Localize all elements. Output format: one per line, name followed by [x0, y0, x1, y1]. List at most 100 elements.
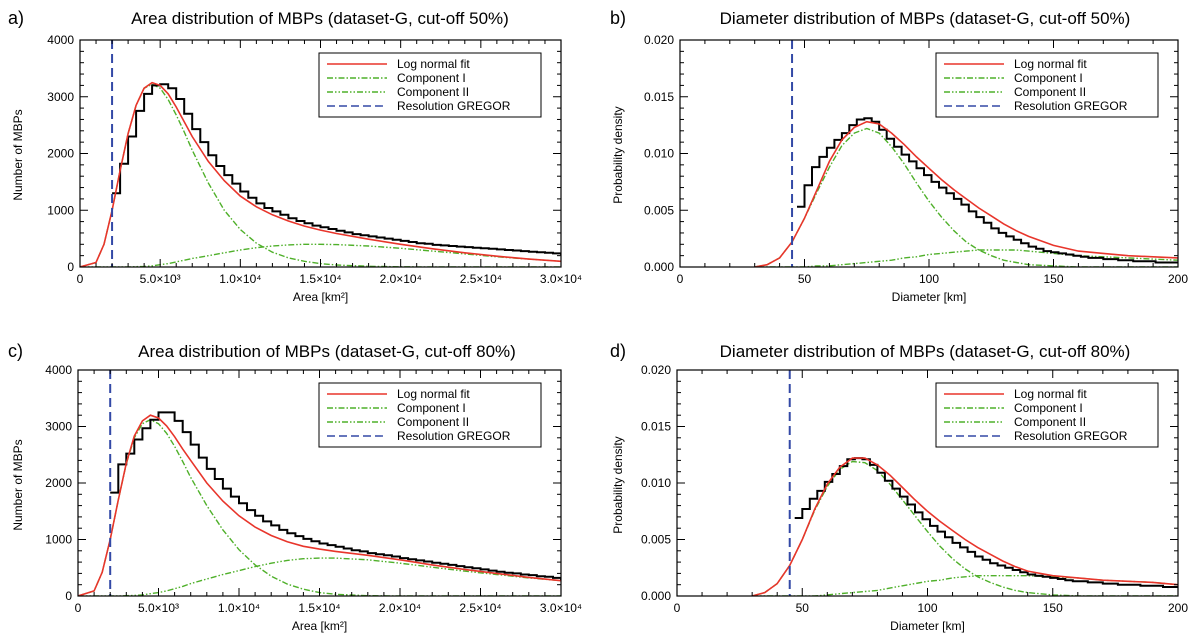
- panel-letter: a): [8, 8, 24, 28]
- plot-area: [80, 40, 561, 267]
- legend-label: Log normal fit: [1014, 387, 1087, 401]
- x-tick-label: 1.0×10⁴: [218, 601, 260, 615]
- y-tick-label: 4000: [47, 33, 74, 47]
- log-normal-fit-curve: [751, 457, 1178, 596]
- legend-resolution-gregor: Resolution GREGOR: [944, 99, 1128, 113]
- x-tick-label: 2.0×10⁴: [379, 601, 421, 615]
- log-normal-fit-curve: [80, 81, 561, 267]
- legend-label: Resolution GREGOR: [397, 99, 511, 113]
- y-tick-label: 0.020: [644, 33, 674, 47]
- legend-component-1: Component I: [944, 71, 1083, 85]
- x-tick-label: 200: [1168, 272, 1188, 286]
- y-tick-label: 0.020: [641, 363, 671, 377]
- legend-log-normal-fit: Log normal fit: [327, 387, 470, 401]
- legend-resolution-gregor: Resolution GREGOR: [327, 99, 511, 113]
- y-tick-label: 0.000: [644, 260, 674, 274]
- y-axis-label: Probability density: [611, 436, 625, 533]
- x-tick-label: 150: [1043, 601, 1063, 615]
- legend-label: Resolution GREGOR: [397, 429, 511, 443]
- component-1-curve: [751, 460, 1178, 596]
- legend-component-2: Component II: [944, 415, 1086, 429]
- x-tick-label: 1.0×10⁴: [219, 272, 261, 286]
- legend-component-1: Component I: [327, 401, 466, 415]
- y-tick-label: 3000: [45, 420, 72, 434]
- component-2-curve: [752, 575, 1178, 596]
- x-tick-label: 50: [796, 601, 810, 615]
- y-tick-label: 0: [65, 589, 72, 603]
- panel-b: b) Diameter distribution of MBPs (dataset…: [610, 8, 1188, 304]
- legend-label: Log normal fit: [397, 57, 470, 71]
- plot-area: [78, 370, 561, 596]
- y-tick-label: 0: [67, 260, 74, 274]
- x-tick-label: 200: [1168, 601, 1188, 615]
- panel-letter: d): [610, 341, 626, 361]
- x-axis-label: Area [km²]: [292, 619, 347, 633]
- histogram: [797, 117, 1178, 264]
- y-tick-label: 2000: [47, 147, 74, 161]
- legend-resolution-gregor: Resolution GREGOR: [944, 429, 1128, 443]
- chart-title: Diameter distribution of MBPs (dataset-G…: [720, 9, 1131, 28]
- chart-title: Diameter distribution of MBPs (dataset-G…: [720, 342, 1131, 361]
- legend-log-normal-fit: Log normal fit: [327, 57, 470, 71]
- x-tick-label: 5.0×10³: [138, 601, 179, 615]
- panel-a: a) Area distribution of MBPs (dataset-G, …: [8, 8, 582, 304]
- y-tick-label: 0.015: [644, 90, 674, 104]
- x-axis-label: Area [km²]: [293, 290, 348, 304]
- histogram: [112, 83, 561, 255]
- legend-label: Resolution GREGOR: [1014, 99, 1128, 113]
- x-tick-label: 2.0×10⁴: [380, 272, 422, 286]
- legend-label: Component I: [1014, 71, 1083, 85]
- y-tick-label: 1000: [45, 533, 72, 547]
- legend-resolution-gregor: Resolution GREGOR: [327, 429, 511, 443]
- x-tick-label: 5.0×10³: [140, 272, 181, 286]
- panel-letter: c): [8, 341, 23, 361]
- x-tick-label: 1.5×10⁴: [299, 272, 341, 286]
- y-tick-label: 2000: [45, 476, 72, 490]
- chart-title: Area distribution of MBPs (dataset-G, cu…: [131, 9, 509, 28]
- x-tick-label: 0: [674, 601, 681, 615]
- legend-label: Log normal fit: [1014, 57, 1087, 71]
- legend-component-2: Component II: [944, 85, 1086, 99]
- x-tick-label: 0: [677, 272, 684, 286]
- legend-label: Component II: [1014, 415, 1086, 429]
- chart-title: Area distribution of MBPs (dataset-G, cu…: [138, 342, 516, 361]
- panel-d: d) Diameter distribution of MBPs (dataset…: [610, 341, 1188, 633]
- panel-letter: b): [610, 8, 626, 28]
- x-tick-label: 0: [75, 601, 82, 615]
- x-axis-label: Diameter [km]: [890, 619, 965, 633]
- y-axis-label: Number of MBPs: [11, 109, 25, 200]
- legend-log-normal-fit: Log normal fit: [944, 57, 1087, 71]
- legend-label: Component II: [397, 85, 469, 99]
- x-tick-label: 100: [919, 272, 939, 286]
- y-tick-label: 0.005: [644, 203, 674, 217]
- legend-label: Log normal fit: [397, 387, 470, 401]
- y-tick-label: 0.000: [641, 589, 671, 603]
- plot-area: [754, 40, 1178, 267]
- y-tick-label: 4000: [45, 363, 72, 377]
- legend-component-1: Component I: [944, 401, 1083, 415]
- log-normal-fit-curve: [754, 120, 1178, 267]
- x-tick-label: 150: [1043, 272, 1063, 286]
- y-tick-label: 3000: [47, 90, 74, 104]
- component-1-curve: [754, 127, 1178, 267]
- x-tick-label: 1.5×10⁴: [298, 601, 340, 615]
- legend-component-1: Component I: [327, 71, 466, 85]
- y-tick-label: 1000: [47, 203, 74, 217]
- x-tick-label: 3.0×10⁴: [540, 272, 582, 286]
- legend-component-2: Component II: [327, 85, 469, 99]
- component-2-curve: [80, 243, 561, 267]
- legend-label: Component I: [1014, 401, 1083, 415]
- legend-label: Component II: [1014, 85, 1086, 99]
- legend-label: Component I: [397, 401, 466, 415]
- x-axis-label: Diameter [km]: [892, 290, 967, 304]
- y-axis-label: Number of MBPs: [11, 439, 25, 530]
- legend-label: Resolution GREGOR: [1014, 429, 1128, 443]
- y-tick-label: 0.005: [641, 533, 671, 547]
- histogram: [110, 411, 561, 580]
- histogram: [794, 457, 1178, 588]
- log-normal-fit-curve: [78, 414, 561, 596]
